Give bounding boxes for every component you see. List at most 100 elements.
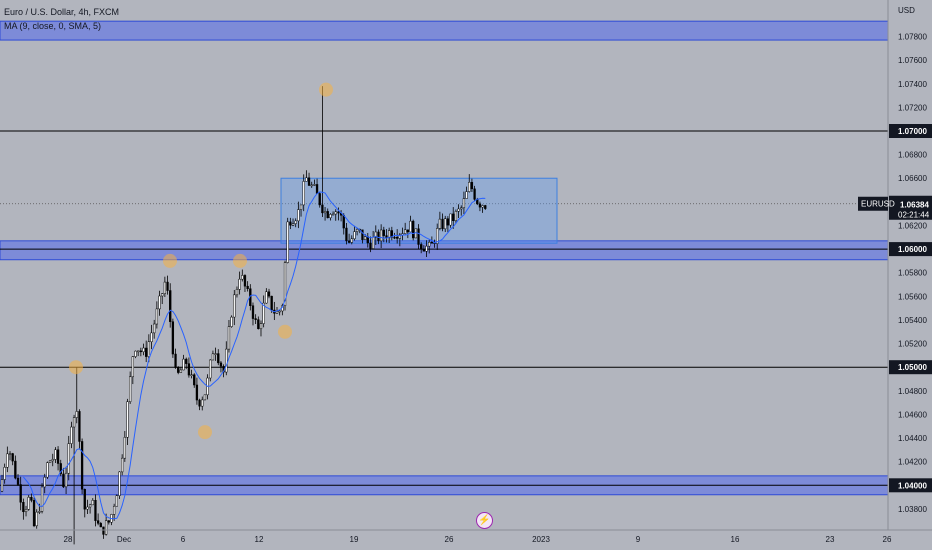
candle-body — [43, 476, 46, 488]
candle-body — [259, 323, 263, 330]
lightning-icon[interactable]: ⚡ — [476, 512, 493, 529]
candle-body — [225, 348, 228, 373]
candle-body — [64, 472, 68, 488]
price-tick: 1.06600 — [898, 174, 927, 183]
candle-body — [347, 240, 351, 243]
candle-body — [371, 237, 375, 249]
candle-body — [406, 229, 409, 233]
price-tick: 1.07400 — [898, 80, 927, 89]
time-ticks-layer[interactable]: 28 Dec 6 12 19 26 2023 9 16 23 26 — [64, 535, 892, 544]
candle-body — [187, 363, 191, 376]
level-price-text: 1.06000 — [898, 245, 927, 254]
candle-body — [454, 211, 458, 221]
candle-body — [201, 399, 204, 407]
candle-body — [257, 319, 260, 330]
candle-body — [22, 502, 25, 513]
candle-body — [313, 184, 316, 186]
candle-body — [67, 443, 70, 474]
symbol-title[interactable]: Euro / U.S. Dollar, 4h, FXCM — [4, 7, 120, 17]
time-tick: 12 — [255, 535, 264, 544]
candle-body — [353, 231, 356, 240]
candle-body — [142, 347, 145, 353]
candle-body — [449, 213, 452, 226]
candle-body — [48, 460, 52, 463]
price-tick: 1.04200 — [898, 458, 927, 467]
candle-body — [62, 473, 65, 488]
level-price-label — [889, 124, 932, 138]
candle-body — [478, 203, 482, 208]
candle-body — [355, 228, 359, 232]
candle-body — [278, 310, 281, 313]
candle-body — [438, 218, 442, 229]
candle-body — [96, 520, 100, 524]
price-tick: 1.05600 — [898, 292, 927, 301]
candle-body — [323, 211, 327, 214]
candle-body — [121, 457, 124, 473]
price-tick: 1.04800 — [898, 387, 927, 396]
candle-body — [302, 181, 305, 206]
candle-body — [409, 220, 412, 233]
time-tick: 26 — [883, 535, 892, 544]
ma-line — [23, 191, 486, 520]
candle-body — [254, 318, 257, 320]
currency-label: USD — [898, 6, 915, 15]
candle-body — [72, 417, 76, 428]
candle-body — [275, 311, 279, 314]
swing-marker — [319, 82, 333, 97]
candle-body — [337, 211, 340, 214]
candle-body — [16, 477, 20, 485]
candle-body — [307, 177, 311, 186]
candle-body — [299, 204, 303, 210]
indicator-legend[interactable]: MA (9, close, 0, SMA, 5) — [4, 21, 102, 31]
candle-body — [235, 289, 239, 296]
price-tick: 1.07200 — [898, 103, 927, 112]
candle-body — [118, 471, 121, 496]
candle-body — [75, 411, 78, 418]
price-axis[interactable] — [888, 0, 932, 530]
level-price-text: 1.05000 — [898, 363, 927, 372]
candle-body — [270, 295, 273, 311]
candle-body — [99, 523, 102, 528]
candle-body — [174, 353, 177, 368]
candle-body — [38, 511, 41, 513]
candle-body — [342, 215, 345, 229]
time-tick: 28 — [64, 535, 73, 544]
candle-body — [396, 236, 399, 239]
price-tick: 1.03800 — [898, 505, 927, 514]
candle-body — [104, 520, 108, 535]
time-tick: 2023 — [532, 535, 550, 544]
price-ticks-layer: 1.07800 1.07600 1.07400 1.07200 1.07000 1.068… — [858, 33, 932, 514]
candle-body — [428, 242, 431, 247]
candle-body — [262, 302, 265, 324]
candle-body — [334, 211, 337, 215]
candle-body — [51, 459, 54, 462]
time-tick: 23 — [826, 535, 835, 544]
current-price-value: 1.06384 — [900, 201, 929, 210]
price-tick: 1.05200 — [898, 340, 927, 349]
candle-body — [19, 484, 22, 503]
candle-body — [283, 262, 287, 306]
candle-body — [291, 223, 295, 226]
candle-body — [211, 353, 215, 361]
candle-body — [8, 453, 12, 455]
candle-body — [241, 275, 244, 280]
candle-body — [251, 305, 255, 319]
candle-body — [32, 500, 36, 527]
candle-body — [462, 198, 466, 209]
candle-body — [393, 236, 396, 239]
candle-body — [112, 505, 116, 515]
candle-body — [441, 218, 444, 230]
candle-body — [398, 234, 401, 239]
candle-body — [473, 188, 476, 200]
candle-body — [297, 209, 300, 222]
candle-body — [219, 362, 223, 367]
swing-marker — [163, 253, 177, 268]
time-tick: 26 — [445, 535, 454, 544]
candle-body — [233, 294, 236, 318]
swing-marker — [233, 253, 247, 268]
candle-body — [430, 242, 434, 244]
candle-body — [91, 500, 94, 506]
candle-body — [305, 177, 308, 182]
